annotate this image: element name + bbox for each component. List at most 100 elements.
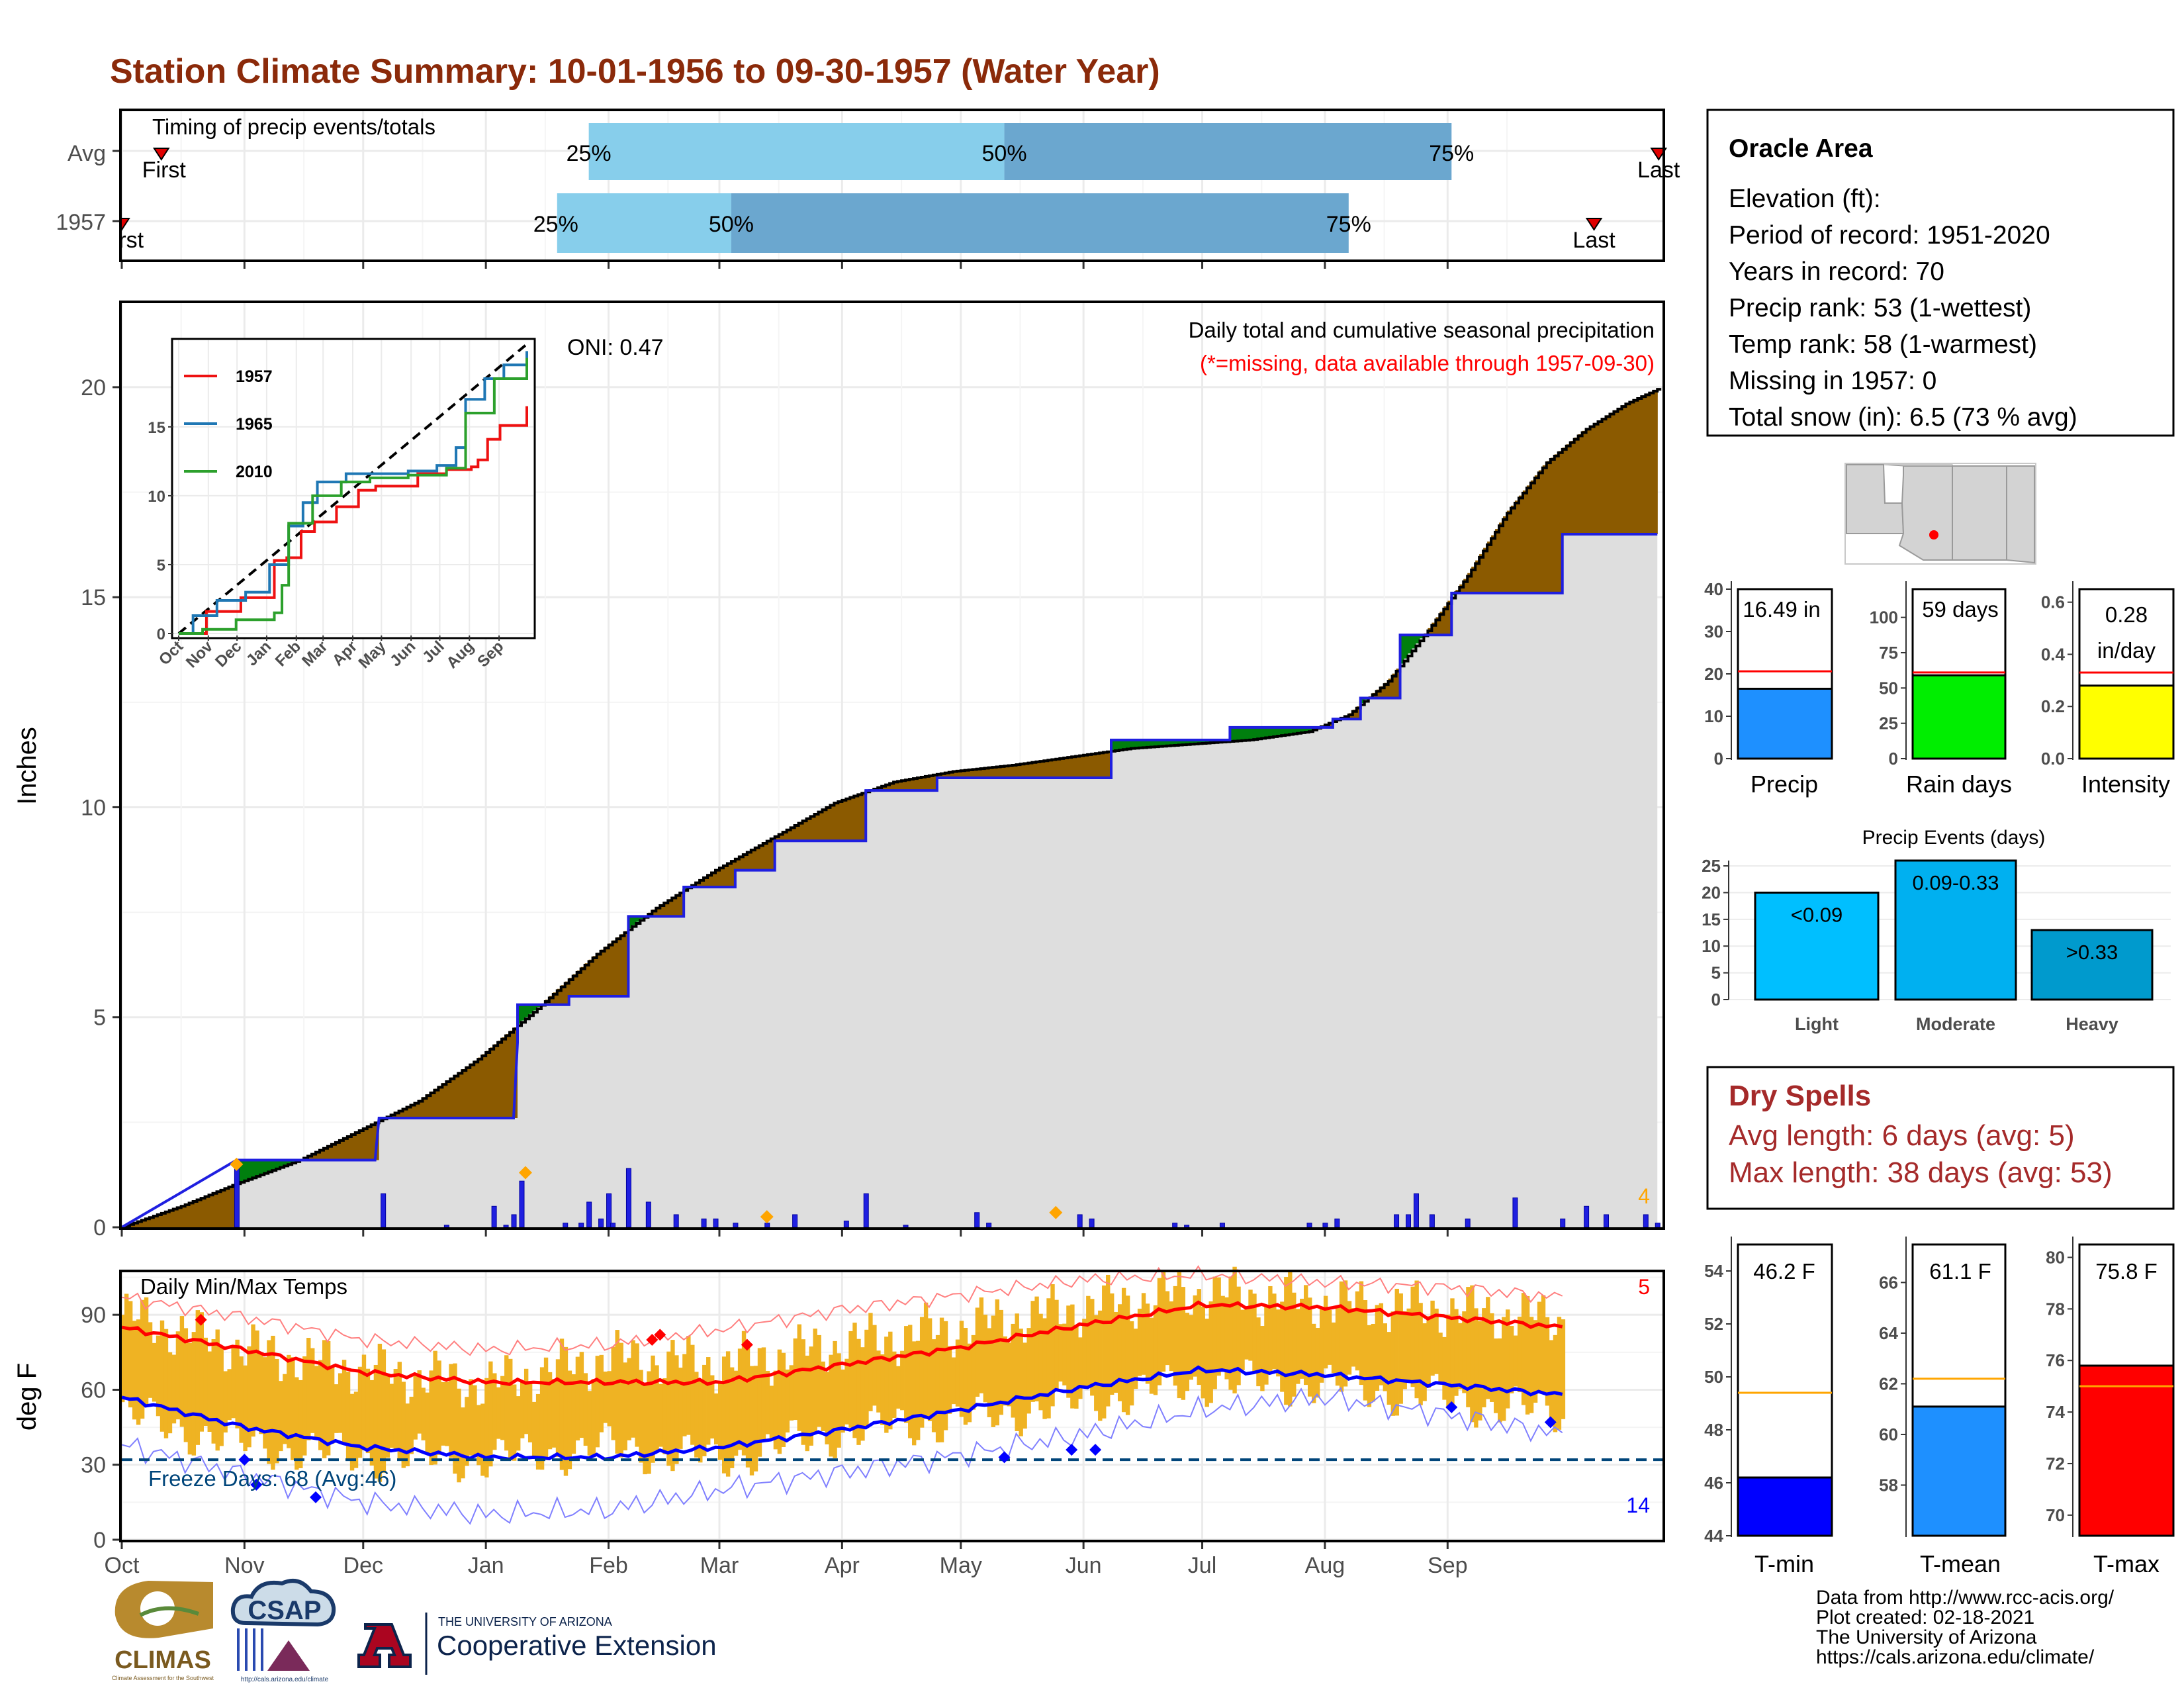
tmin-bar-value: 46.2 F	[1753, 1259, 1815, 1284]
daily-temp-range-bar	[915, 1340, 921, 1440]
tmax-bar-value: 75.8 F	[2095, 1259, 2158, 1284]
csap-logo-text: CSAP	[248, 1596, 321, 1625]
daily-temp-range-bar	[1050, 1284, 1055, 1407]
state-outline-east	[2006, 465, 2035, 564]
tmean-bar-label: T-mean	[1920, 1550, 2001, 1577]
events-ytick-label: 20	[1702, 882, 1721, 902]
ext-line-2: Cooperative Extension	[437, 1630, 717, 1661]
daily-temp-range-bar	[1506, 1309, 1510, 1409]
daily-temp-range-bar	[698, 1380, 703, 1463]
daily-temp-range-bar	[1189, 1315, 1193, 1380]
svg-text:http://cals.arizona.edu/climat: http://cals.arizona.edu/climate	[241, 1676, 329, 1683]
main-subtitle: Daily total and cumulative seasonal prec…	[1189, 318, 1655, 342]
daily-temp-range-bar	[1232, 1266, 1237, 1393]
month-label: Oct	[105, 1553, 140, 1578]
daily-temp-range-bar	[247, 1346, 251, 1448]
daily-temp-range-bar	[919, 1317, 925, 1428]
summary-ytick-label: 0	[1889, 749, 1898, 769]
daily-precip-bar	[1077, 1214, 1083, 1228]
year-first-marker-icon	[122, 218, 130, 231]
precip-rank: Precip rank: 53 (1-wettest)	[1729, 294, 2031, 322]
daily-temp-range-bar	[987, 1328, 992, 1417]
daily-temp-range-bar	[1228, 1276, 1233, 1390]
state-outline-arizona	[1898, 465, 1953, 561]
daily-temp-range-bar	[1300, 1298, 1304, 1379]
daily-temp-range-bar	[967, 1343, 972, 1423]
record-high-marker-icon	[646, 1333, 659, 1346]
daily-temp-range-bar	[1086, 1295, 1091, 1386]
summary-value-bar	[2078, 684, 2175, 760]
daily-temp-range-bar	[369, 1380, 375, 1466]
summary-ytick-label: 78	[2046, 1299, 2065, 1319]
main-ytick-label: 15	[81, 585, 106, 610]
summary-ytick-label: 10	[1704, 706, 1723, 726]
daily-temp-range-bar	[947, 1346, 952, 1414]
daily-temp-range-bar	[1074, 1326, 1079, 1409]
daily-temp-range-bar	[531, 1401, 537, 1458]
daily-temp-range-bar	[492, 1373, 497, 1450]
temp-y-axis-label: deg F	[13, 1363, 42, 1430]
daily-temp-range-bar	[393, 1369, 398, 1450]
record-low-marker-icon	[998, 1451, 1011, 1464]
daily-temp-range-bar	[1375, 1305, 1380, 1391]
summary-value-bar	[2078, 1364, 2175, 1537]
daily-precip-bar	[606, 1193, 612, 1228]
daily-temp-range-bar	[635, 1343, 639, 1447]
events-category-label: Heavy	[2066, 1014, 2118, 1034]
daily-temp-range-bar	[148, 1322, 153, 1398]
daily-temp-range-bar	[777, 1349, 782, 1454]
daily-temp-range-bar	[195, 1310, 201, 1445]
daily-temp-range-bar	[263, 1357, 267, 1449]
daily-temp-range-bar	[1513, 1335, 1518, 1387]
daily-temp-range-bar	[995, 1299, 999, 1426]
record-low-marker-icon	[238, 1454, 251, 1466]
temp-bottom-count: 14	[1626, 1493, 1650, 1517]
summary-value-bar	[1911, 1405, 2007, 1537]
intensity-bar-value-1: 0.28	[2105, 602, 2148, 627]
daily-temp-range-bar	[761, 1347, 766, 1441]
daily-temp-range-bar	[651, 1355, 655, 1463]
daily-temp-range-bar	[662, 1378, 667, 1454]
daily-temp-range-bar	[156, 1335, 161, 1417]
daily-temp-range-bar	[1292, 1292, 1297, 1397]
daily-temp-range-bar	[330, 1367, 335, 1444]
daily-temp-range-bar	[1549, 1340, 1554, 1423]
daily-temp-range-bar	[619, 1342, 623, 1458]
inset-line-2010	[179, 357, 528, 635]
summary-ytick-label: 0.0	[2041, 749, 2065, 769]
daily-temp-range-bar	[1149, 1317, 1154, 1394]
daily-temp-range-bar	[1315, 1328, 1320, 1398]
daily-temp-range-bar	[504, 1355, 509, 1451]
daily-temp-range-bar	[1117, 1304, 1122, 1401]
daily-temp-range-bar	[136, 1319, 141, 1425]
daily-temp-range-bar	[1240, 1309, 1245, 1370]
daily-temp-range-bar	[512, 1384, 517, 1461]
daily-temp-range-bar	[1090, 1299, 1095, 1396]
daily-temp-range-bar	[409, 1396, 414, 1454]
temp-ytick-label: 30	[81, 1453, 106, 1478]
daily-temp-range-bar	[1173, 1286, 1178, 1386]
main-ytick-label: 0	[93, 1215, 106, 1241]
daily-temp-range-bar	[896, 1366, 901, 1409]
daily-temp-range-bar	[1280, 1301, 1285, 1392]
daily-temp-range-bar	[1311, 1323, 1316, 1403]
daily-temp-range-bar	[267, 1340, 271, 1464]
daily-temp-range-bar	[690, 1344, 695, 1445]
main-y-axis-label: Inches	[13, 727, 42, 805]
daily-temp-range-bar	[1450, 1298, 1455, 1406]
daily-temp-range-bar	[1517, 1317, 1522, 1393]
daily-temp-range-bar	[219, 1346, 224, 1446]
daily-temp-range-bar	[773, 1370, 778, 1450]
cumulative-fill-area	[122, 534, 1658, 1227]
temp-ytick-label: 0	[93, 1528, 106, 1553]
inset-line-1957	[179, 406, 528, 635]
daily-temp-range-bar	[571, 1374, 576, 1454]
daily-precip-bar	[1584, 1205, 1590, 1228]
daily-temp-range-bar	[674, 1355, 679, 1464]
temp-summary: 44 46 48 50 52 54 58 60 62 64 66 70 72 74 76 78 80 46.…	[1704, 1237, 2175, 1577]
daily-temp-range-bar	[453, 1363, 457, 1474]
month-label: Nov	[224, 1553, 264, 1578]
summary-ytick-label: 80	[2046, 1247, 2065, 1267]
daily-temp-range-bar	[1181, 1287, 1186, 1400]
daily-temp-range-bar	[1490, 1313, 1494, 1402]
